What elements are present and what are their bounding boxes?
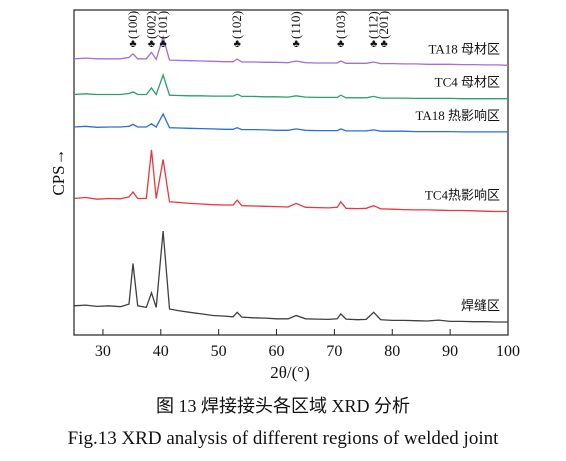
series-label: TA18 母材区 [428,41,500,56]
peak-marker: ♣ [148,38,155,50]
x-tick-label: 30 [95,343,111,360]
peak-label: (112) [366,11,381,39]
peak-marker: ♣ [381,38,388,50]
peak-marker: ♣ [337,38,344,50]
peak-label: (100) [125,11,140,39]
series-line [73,230,508,323]
peak-label: (110) [288,11,303,39]
series-label: 焊缝区 [461,298,500,313]
series-line [73,72,508,100]
peak-label: (103) [333,11,348,39]
peak-label: (102) [229,11,244,39]
peak-marker: ♣ [129,38,136,50]
x-tick-label: 100 [496,343,520,360]
peak-label: (201) [376,11,391,39]
x-tick-label: 80 [384,343,400,360]
peak-marker: ♣ [370,38,377,50]
series-label: TA18 热影响区 [415,108,500,123]
caption-en: Fig.13 XRD analysis of different regions… [68,428,499,449]
peak-marker: ♣ [293,38,300,50]
caption-cn: 图 13 焊接接头各区域 XRD 分析 [156,396,410,416]
x-axis-label: 2θ/(°) [270,363,310,382]
x-tick-label: 90 [442,343,458,360]
series-line [73,112,508,133]
peak-marker: ♣ [160,38,167,50]
peak-label: (101) [155,11,170,39]
peak-marker: ♣ [234,38,241,50]
peak-label: (002) [144,11,159,39]
series-label: TC4热影响区 [425,188,500,203]
x-tick-label: 50 [211,343,227,360]
series-line [73,149,508,213]
series-label: TC4 母材区 [435,75,500,90]
series-line [73,34,509,66]
x-tick-label: 40 [153,343,169,360]
x-tick-label: 60 [269,343,285,360]
x-tick-label: 70 [326,343,342,360]
plot-frame [73,9,509,336]
y-axis-label: CPS→ [49,148,68,195]
